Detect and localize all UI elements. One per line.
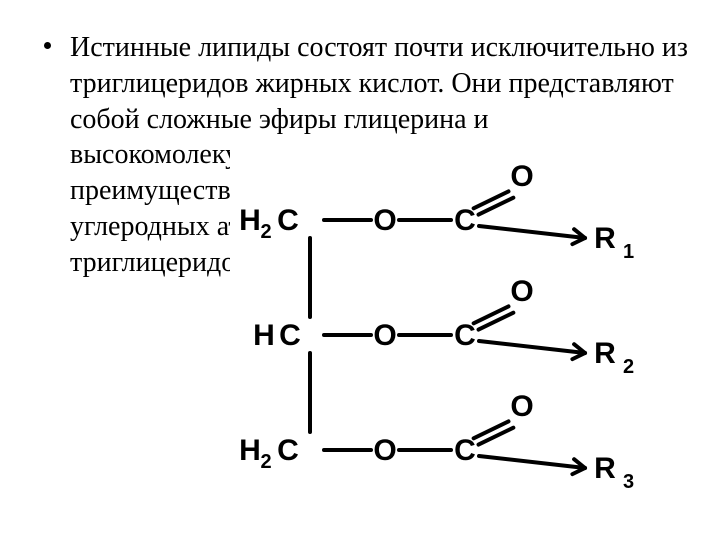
svg-text:2: 2 [260, 221, 271, 243]
svg-text:O: O [373, 319, 396, 352]
svg-text:2: 2 [623, 356, 634, 378]
svg-text:R: R [594, 452, 616, 485]
svg-text:O: O [373, 204, 396, 237]
svg-text:R: R [594, 222, 616, 255]
svg-text:C: C [277, 204, 299, 237]
svg-text:3: 3 [623, 471, 634, 493]
svg-text:H: H [239, 204, 261, 237]
triglyceride-formula: H2COCOR1HCOCOR2H2COCOR3 [230, 140, 670, 500]
bullet-dot [44, 42, 51, 49]
svg-text:2: 2 [260, 451, 271, 473]
svg-text:1: 1 [623, 241, 634, 263]
svg-text:H: H [253, 319, 275, 352]
svg-text:O: O [510, 390, 533, 423]
svg-text:O: O [510, 160, 533, 193]
svg-text:R: R [594, 337, 616, 370]
svg-text:O: O [373, 434, 396, 467]
svg-text:C: C [277, 434, 299, 467]
svg-text:H: H [239, 434, 261, 467]
svg-text:C: C [279, 319, 301, 352]
svg-text:O: O [510, 275, 533, 308]
